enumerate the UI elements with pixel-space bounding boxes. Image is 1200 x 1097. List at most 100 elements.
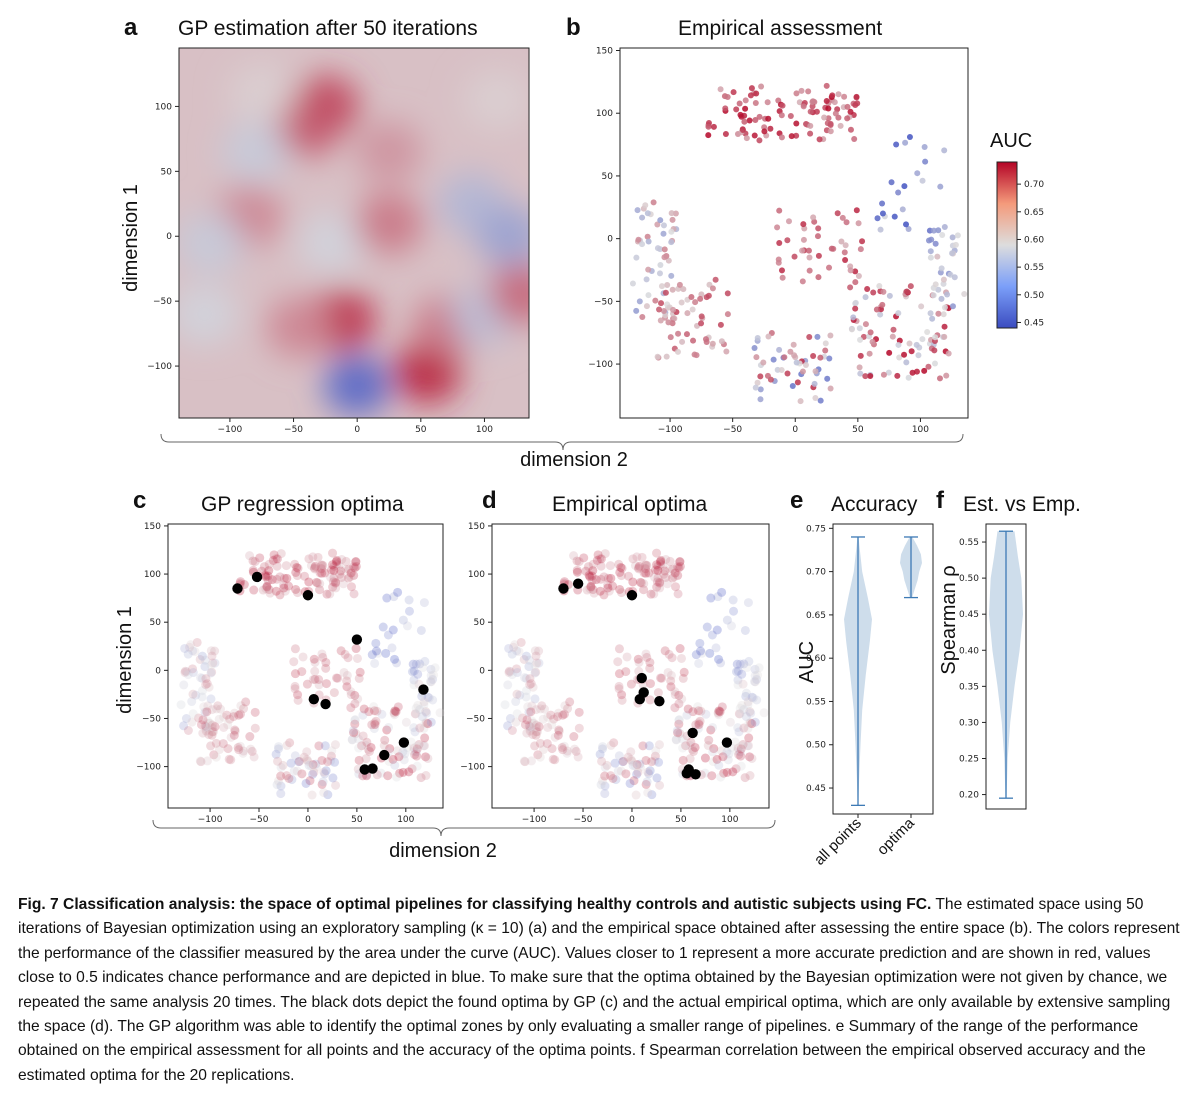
faded-point xyxy=(274,742,284,752)
panel-f-ytick-label: 0.25 xyxy=(959,754,979,764)
faded-point xyxy=(329,688,339,698)
faded-point xyxy=(272,554,282,564)
scatter-point xyxy=(739,126,746,133)
faded-point xyxy=(627,756,637,766)
faded-point xyxy=(652,773,662,783)
faded-point xyxy=(509,642,519,652)
faded-point xyxy=(198,728,208,738)
faded-point xyxy=(201,726,211,736)
panel-e-violins xyxy=(844,536,922,806)
faded-point xyxy=(401,717,411,727)
optimum-point xyxy=(690,769,701,780)
faded-point xyxy=(633,654,643,664)
faded-point xyxy=(213,701,223,711)
faded-point xyxy=(653,565,663,575)
faded-point xyxy=(236,701,246,711)
faded-point xyxy=(617,588,627,598)
faded-point xyxy=(218,739,228,749)
faded-point xyxy=(332,559,342,569)
faded-point xyxy=(534,722,544,732)
faded-point xyxy=(413,700,423,710)
faded-point xyxy=(415,659,425,669)
panel-d-xtick-label: −50 xyxy=(574,815,593,825)
faded-point xyxy=(632,760,642,770)
faded-point xyxy=(519,654,529,664)
scatter-point xyxy=(665,257,672,264)
faded-point xyxy=(630,761,640,771)
scatter-point xyxy=(829,92,836,99)
faded-point xyxy=(695,716,705,726)
faded-point xyxy=(645,663,655,673)
scatter-point xyxy=(688,293,695,300)
scatter-point xyxy=(937,183,944,190)
faded-point xyxy=(695,638,705,648)
scatter-point xyxy=(797,398,804,405)
faded-point xyxy=(529,718,539,728)
panel-d-xtick-label: −100 xyxy=(522,815,547,825)
scatter-point xyxy=(922,158,929,165)
faded-point xyxy=(188,664,198,674)
scatter-point xyxy=(852,279,859,286)
faded-point xyxy=(681,741,691,751)
faded-point xyxy=(317,568,327,578)
faded-point xyxy=(535,752,545,762)
scatter-point xyxy=(680,286,687,293)
faded-point xyxy=(654,740,664,750)
faded-point xyxy=(745,707,755,717)
scatter-point xyxy=(832,110,839,117)
scatter-point xyxy=(661,246,668,253)
faded-point xyxy=(522,715,532,725)
scatter-point xyxy=(929,315,936,322)
faded-point xyxy=(355,667,365,677)
faded-point xyxy=(593,550,603,560)
faded-point xyxy=(404,606,414,616)
faded-point xyxy=(417,712,427,722)
scatter-point xyxy=(793,90,800,97)
panel-f-ytick-label: 0.20 xyxy=(959,791,979,801)
faded-point xyxy=(349,728,359,738)
faded-point xyxy=(660,646,670,656)
scatter-point xyxy=(709,340,716,347)
faded-point xyxy=(553,730,563,740)
faded-point xyxy=(398,747,408,757)
faded-point xyxy=(367,650,377,660)
scatter-point xyxy=(807,122,814,129)
faded-point xyxy=(338,579,348,589)
faded-point xyxy=(316,560,326,570)
heatmap-blob xyxy=(179,283,239,345)
faded-point xyxy=(750,671,760,681)
auc-colorbar: AUC 0.70 0.65 0.60 0.55 0.50 0.45 xyxy=(990,130,1044,329)
faded-point xyxy=(285,738,295,748)
panel-e-frame xyxy=(832,523,934,815)
faded-point xyxy=(197,673,207,683)
faded-point xyxy=(694,720,704,730)
faded-point xyxy=(321,657,331,667)
faded-point xyxy=(372,706,382,716)
faded-point xyxy=(753,670,763,680)
faded-point xyxy=(428,695,438,705)
faded-point xyxy=(276,789,286,799)
faded-point xyxy=(750,664,760,674)
scatter-point xyxy=(880,288,887,295)
faded-point xyxy=(328,773,338,783)
faded-point xyxy=(380,735,390,745)
faded-point xyxy=(327,746,337,756)
scatter-point xyxy=(891,213,898,220)
faded-point xyxy=(606,740,616,750)
faded-point xyxy=(618,757,628,767)
faded-point xyxy=(198,715,208,725)
x-axis-brace-top xyxy=(160,433,964,451)
faded-point xyxy=(519,756,529,766)
faded-point xyxy=(559,709,569,719)
faded-point xyxy=(323,790,333,800)
faded-point xyxy=(550,755,560,765)
faded-point xyxy=(613,657,623,667)
faded-point xyxy=(264,585,274,595)
faded-point xyxy=(641,560,651,570)
faded-point xyxy=(531,727,541,737)
scatter-point xyxy=(831,99,838,106)
scatter-point xyxy=(906,133,913,140)
scatter-point xyxy=(810,214,817,221)
faded-point xyxy=(342,676,352,686)
faded-point xyxy=(230,726,240,736)
